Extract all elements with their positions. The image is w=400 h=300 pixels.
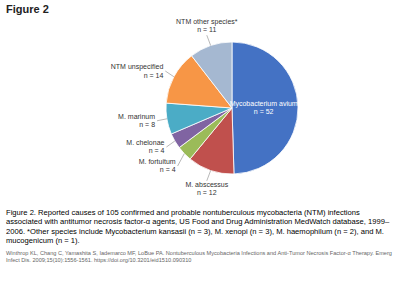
pie-slice	[232, 42, 298, 174]
chart: Figure 2 Mycobacterium aviumn = 52 M. fort…	[0, 0, 400, 206]
pie-slice	[192, 42, 232, 108]
slice-label: Mycobacterium aviumn = 52	[230, 100, 298, 115]
slice-label: M. fortuitumn = 4	[139, 158, 176, 173]
slice-label: M. chelonaen = 4	[126, 139, 164, 154]
slice-label: M. abscessusn = 12	[185, 181, 228, 196]
leader-line	[207, 35, 211, 45]
title: Figure 2	[6, 3, 49, 15]
slice-labels: Mycobacterium aviumn = 52 M. fortuitumn =…	[111, 18, 298, 196]
leader-line	[157, 119, 167, 121]
pie	[166, 42, 298, 174]
pie-slice	[166, 103, 232, 134]
slice-label: NTM other species*n = 11	[176, 18, 238, 33]
leader-line	[207, 170, 211, 180]
leader-line	[165, 71, 174, 77]
leader-line	[166, 141, 174, 147]
footnote: Winthrop KL, Chang C, Yamashita S, Iadem…	[6, 250, 394, 264]
slice-label: NTM unspecifiedn = 14	[111, 63, 164, 78]
leader-line	[178, 154, 185, 166]
caption: Figure 2. Reported causes of 105 confirm…	[6, 208, 394, 246]
slice-label: M. marinumn = 8	[118, 113, 155, 128]
